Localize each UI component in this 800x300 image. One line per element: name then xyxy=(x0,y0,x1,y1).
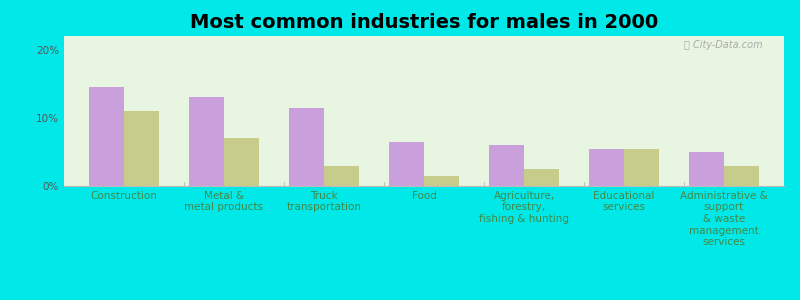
Bar xyxy=(624,148,659,186)
Bar xyxy=(724,166,759,186)
Bar xyxy=(124,111,159,186)
Text: ⓘ City-Data.com: ⓘ City-Data.com xyxy=(684,40,762,50)
Bar xyxy=(189,98,224,186)
Bar xyxy=(689,152,724,186)
Bar xyxy=(324,166,359,186)
Title: Most common industries for males in 2000: Most common industries for males in 2000 xyxy=(190,13,658,32)
Bar xyxy=(489,145,524,186)
Bar xyxy=(389,142,424,186)
Bar xyxy=(524,169,559,186)
Bar xyxy=(589,148,624,186)
Bar xyxy=(424,176,459,186)
Bar xyxy=(224,138,259,186)
Bar xyxy=(289,108,324,186)
Bar xyxy=(89,87,124,186)
